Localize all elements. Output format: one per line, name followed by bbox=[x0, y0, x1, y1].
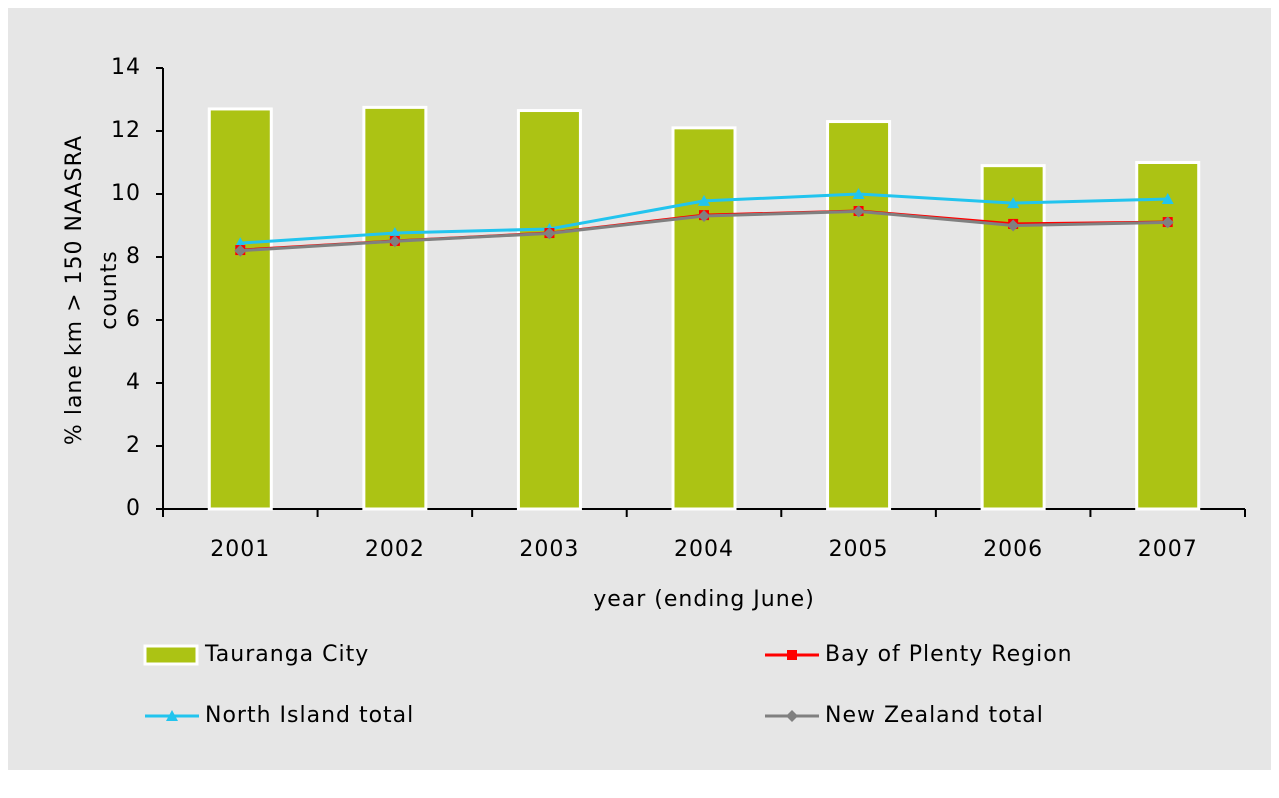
x-tick-label: 2004 bbox=[674, 537, 734, 562]
bar bbox=[362, 105, 428, 511]
x-tick-label: 2007 bbox=[1138, 537, 1198, 562]
x-tick-label: 2003 bbox=[519, 537, 579, 562]
y-tick-label: 10 bbox=[111, 181, 141, 206]
y-tick-label: 14 bbox=[111, 55, 141, 80]
legend-label: North Island total bbox=[205, 703, 414, 728]
point bbox=[388, 235, 401, 248]
bar bbox=[1135, 161, 1201, 511]
bar bbox=[516, 109, 582, 511]
x-tick-label: 2001 bbox=[210, 537, 270, 562]
point bbox=[1161, 193, 1174, 205]
y-tick-label: 12 bbox=[111, 118, 141, 143]
bar bbox=[980, 164, 1046, 511]
y-tick-label: 6 bbox=[126, 307, 141, 332]
x-tick-label: 2002 bbox=[365, 537, 425, 562]
y-tick-label: 4 bbox=[126, 370, 141, 395]
legend-label: New Zealand total bbox=[825, 703, 1044, 728]
legend-marker bbox=[166, 710, 178, 721]
point bbox=[234, 244, 247, 257]
y-axis-title: counts bbox=[97, 250, 122, 330]
point bbox=[852, 205, 865, 218]
legend-label: Bay of Plenty Region bbox=[825, 642, 1073, 667]
legend-marker bbox=[786, 710, 798, 722]
y-tick-label: 8 bbox=[126, 244, 141, 269]
legend-marker bbox=[787, 650, 797, 660]
point bbox=[1161, 216, 1174, 229]
point bbox=[1007, 197, 1020, 209]
point bbox=[1007, 219, 1020, 232]
y-axis-title: % lane km > 150 NAASRA bbox=[62, 135, 87, 445]
bar bbox=[671, 126, 737, 511]
point bbox=[852, 188, 865, 199]
point bbox=[698, 194, 710, 206]
point bbox=[388, 227, 401, 239]
point bbox=[698, 210, 710, 223]
y-tick-label: 0 bbox=[126, 496, 141, 521]
legend-swatch bbox=[143, 644, 199, 666]
bar bbox=[826, 120, 892, 511]
x-tick-label: 2006 bbox=[983, 537, 1043, 562]
x-tick-label: 2005 bbox=[829, 537, 889, 562]
x-axis-title: year (ending June) bbox=[593, 587, 815, 612]
legend-label: Tauranga City bbox=[204, 642, 369, 667]
y-tick-label: 2 bbox=[126, 433, 141, 458]
point bbox=[543, 227, 556, 240]
bar bbox=[207, 107, 273, 511]
